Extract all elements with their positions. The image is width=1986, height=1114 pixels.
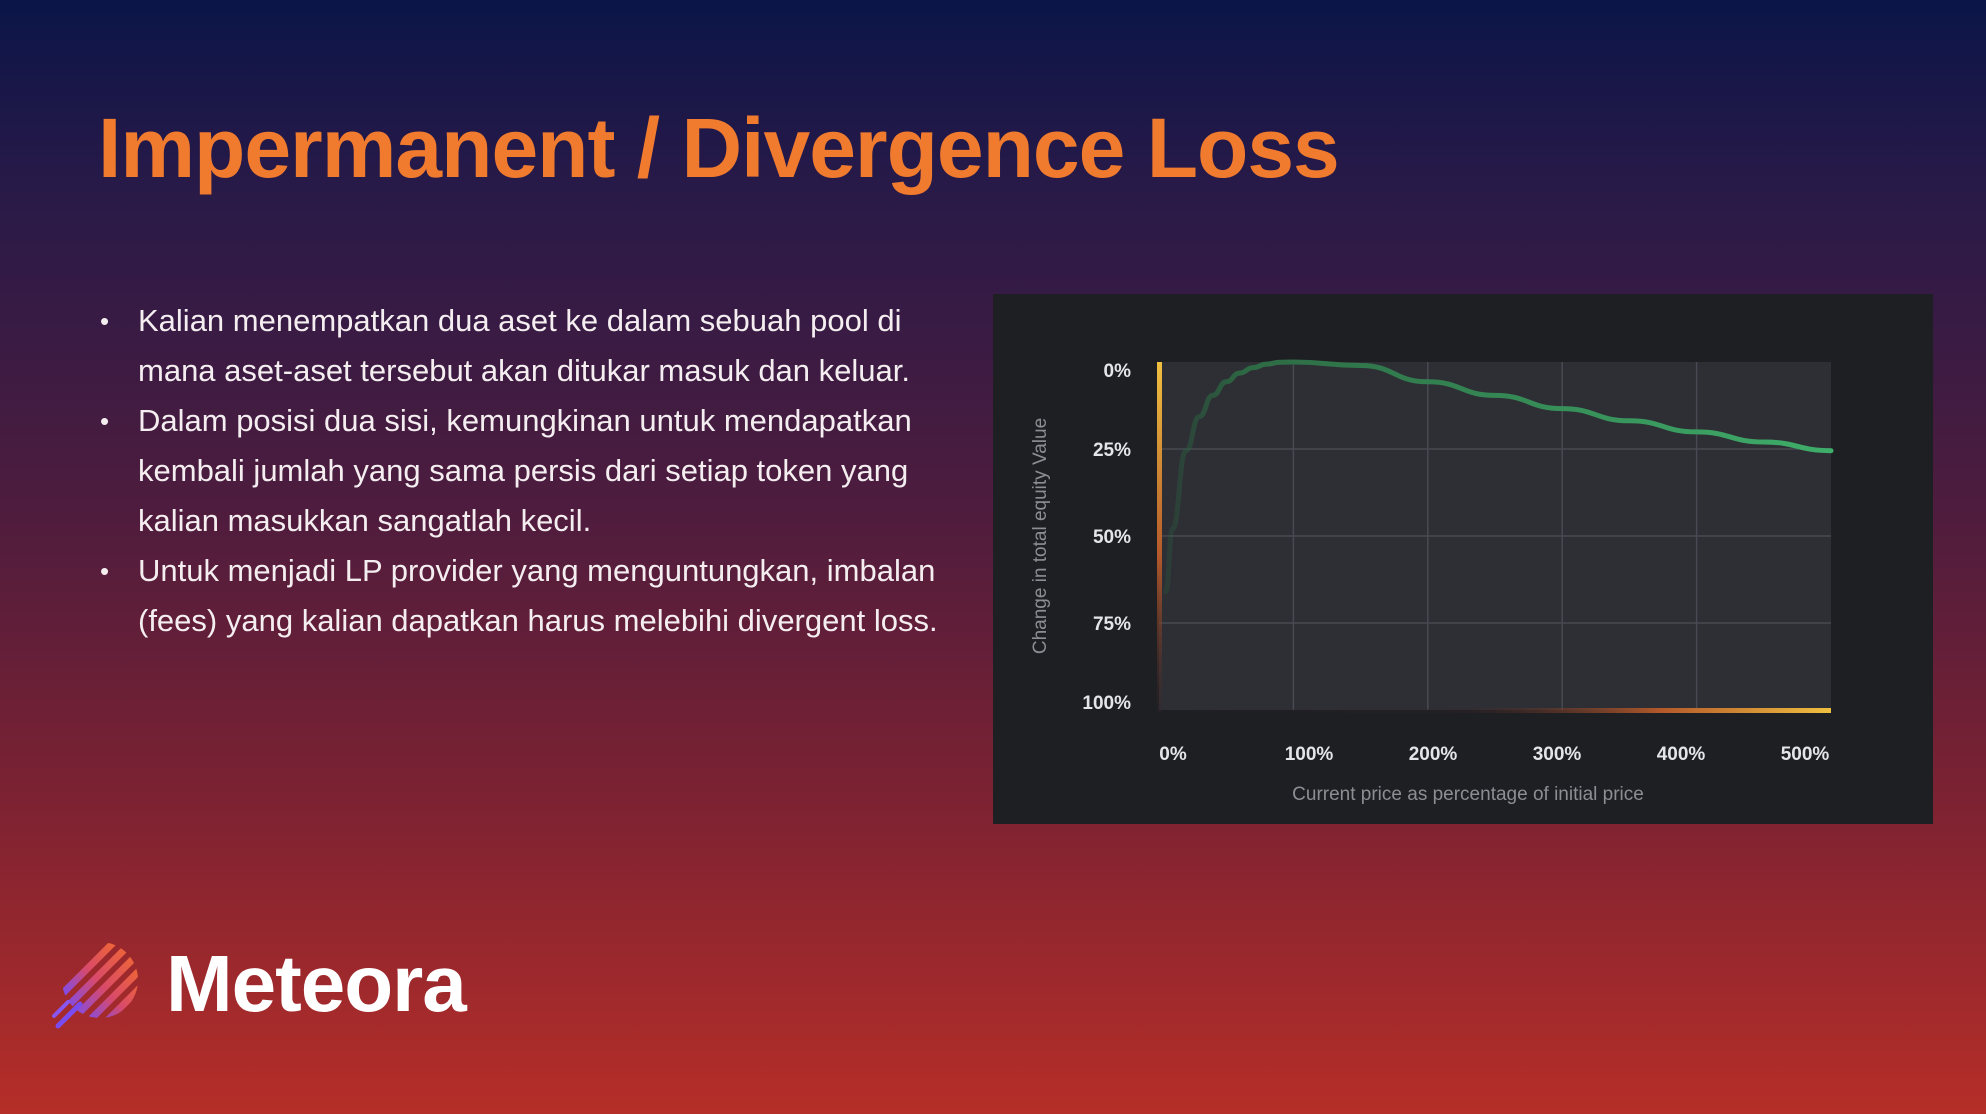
x-axis-accent [1159, 708, 1831, 713]
bullet-text: Kalian menempatkan dua aset ke dalam seb… [138, 303, 910, 388]
y-tick-label: 50% [1093, 527, 1131, 548]
bullet-item: • Dalam posisi dua sisi, kemungkinan untu… [98, 396, 958, 546]
chart-svg: 0% 25% 50% 75% 100% 0% 100% 200% 300% 400% 500% C… [1030, 359, 1834, 805]
slide-title: Impermanent / Divergence Loss [98, 101, 1340, 195]
brand-name: Meteora [166, 939, 467, 1028]
y-axis-label: Change in total equity Value [1030, 418, 1051, 654]
bullet-item: • Untuk menjadi LP provider yang menguntu… [98, 546, 958, 646]
x-tick-label: 500% [1781, 744, 1830, 765]
y-axis-accent [1157, 362, 1162, 712]
bullet-text: Untuk menjadi LP provider yang menguntun… [138, 553, 938, 638]
brand: Meteora [52, 934, 467, 1034]
x-tick-label: 400% [1657, 744, 1706, 765]
bullet-text: Dalam posisi dua sisi, kemungkinan untuk… [138, 403, 912, 538]
meteora-logo-icon [52, 942, 138, 1029]
series-line [1163, 359, 1834, 595]
y-tick-labels: 0% 25% 50% 75% 100% [1082, 361, 1131, 714]
grid [1159, 362, 1831, 710]
divergence-loss-chart: 0% 25% 50% 75% 100% 0% 100% 200% 300% 400% 500% C… [993, 294, 1933, 824]
x-axis-label: Current price as percentage of initial p… [1292, 784, 1644, 805]
x-tick-label: 100% [1285, 744, 1334, 765]
bullet-dot: • [100, 306, 110, 336]
x-tick-label: 200% [1409, 744, 1458, 765]
y-tick-label: 75% [1093, 614, 1131, 635]
y-tick-label: 0% [1104, 361, 1132, 382]
y-tick-label: 100% [1082, 693, 1131, 714]
bullet-dot: • [100, 406, 110, 436]
x-tick-label: 300% [1533, 744, 1582, 765]
y-tick-label: 25% [1093, 440, 1131, 461]
bullet-dot: • [100, 556, 110, 586]
x-tick-label: 0% [1159, 744, 1187, 765]
x-tick-labels: 0% 100% 200% 300% 400% 500% [1159, 744, 1829, 765]
bullet-item: • Kalian menempatkan dua aset ke dalam se… [98, 296, 958, 396]
bullet-list: • Kalian menempatkan dua aset ke dalam se… [98, 296, 958, 646]
